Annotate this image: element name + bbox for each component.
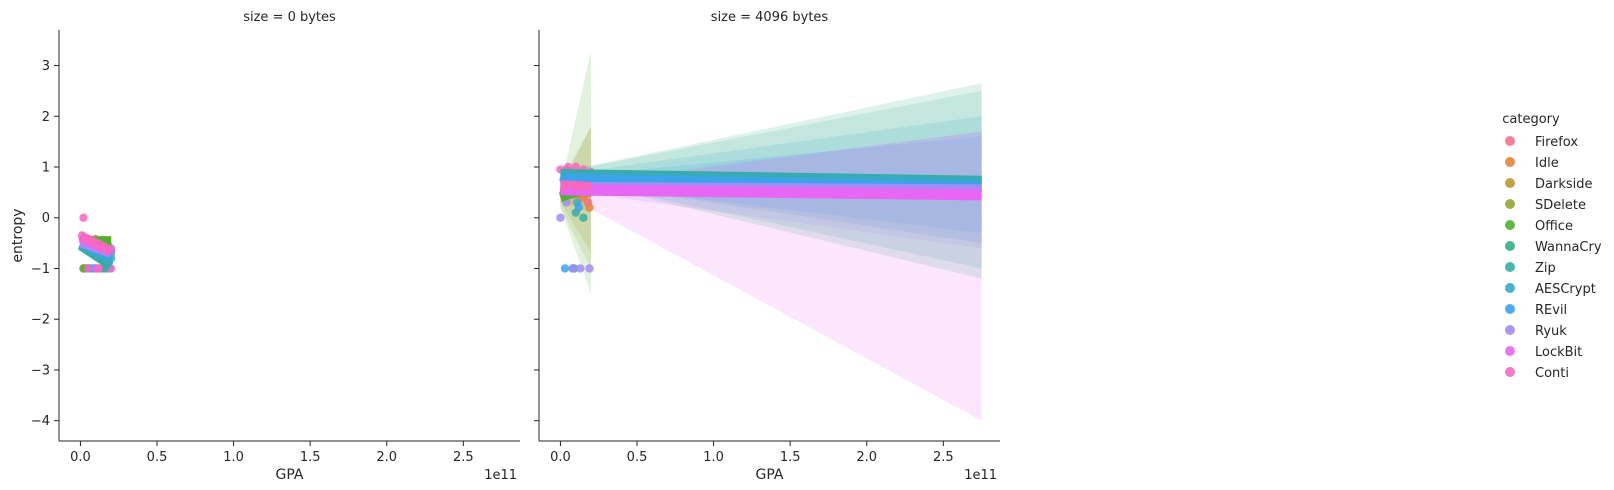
x-axis-label: GPA xyxy=(756,467,784,483)
panel-title: size = 4096 bytes xyxy=(711,10,829,25)
y-axis-label: entropy xyxy=(10,208,26,262)
legend-item-office: Office xyxy=(1505,219,1573,234)
data-point-ryuk xyxy=(568,264,577,273)
data-point-conti xyxy=(94,264,104,273)
data-point-ryuk xyxy=(576,264,585,273)
legend-marker-darkside xyxy=(1505,178,1515,188)
data-point-ryuk xyxy=(556,213,565,222)
legend-label: Conti xyxy=(1535,366,1569,381)
y-tick-label: −2 xyxy=(31,313,50,328)
legend-item-firefox: Firefox xyxy=(1505,135,1578,150)
x-tick-label: 1.0 xyxy=(223,450,244,465)
legend-marker-revil xyxy=(1505,304,1515,314)
legend-label: WannaCry xyxy=(1535,240,1602,255)
x-tick-label: 2.0 xyxy=(376,450,397,465)
confidence-bands xyxy=(560,50,982,421)
x-tick-label: 1.0 xyxy=(703,450,724,465)
legend-item-sdelete: SDelete xyxy=(1505,198,1586,213)
legend-item-zip: Zip xyxy=(1505,261,1556,276)
data-point-revil xyxy=(560,264,570,273)
legend-label: Darkside xyxy=(1535,177,1592,192)
regression-line-conti xyxy=(560,180,592,191)
legend: category Firefox Idle Darkside SDelete Office… xyxy=(1502,112,1602,381)
x-tick-label: 2.5 xyxy=(933,450,954,465)
legend-item-idle: Idle xyxy=(1505,156,1559,171)
legend-marker-lockbit xyxy=(1505,346,1515,356)
legend-label: Office xyxy=(1535,219,1573,234)
confidence-band-lockbit xyxy=(560,131,982,421)
legend-label: AESCrypt xyxy=(1535,282,1596,297)
x-offset-label: 1e11 xyxy=(484,468,517,483)
y-tick-label: 0 xyxy=(42,211,50,226)
x-tick-label: 0.5 xyxy=(627,450,648,465)
x-tick-label: 1.5 xyxy=(300,450,321,465)
panel-title: size = 0 bytes xyxy=(243,10,336,25)
data-point-idle xyxy=(585,203,594,212)
legend-item-ryuk: Ryuk xyxy=(1505,324,1567,339)
data-point-conti xyxy=(571,162,580,172)
legend-label: REvil xyxy=(1535,303,1567,318)
legend-label: Ryuk xyxy=(1535,324,1567,339)
legend-label: LockBit xyxy=(1535,345,1582,360)
legend-item-revil: REvil xyxy=(1505,303,1567,318)
legend-marker-aescrypt xyxy=(1505,283,1515,293)
facet-panel-0-bytes: size = 0 bytes 0.0 0.5 1.0 1.5 2.0 2.5 1e11 −4 −3… xyxy=(10,10,520,483)
regression-lines xyxy=(559,169,982,202)
legend-marker-idle xyxy=(1505,157,1515,167)
facet-panel-4096-bytes: size = 4096 bytes 0.0 0.5 1.0 1.5 2.0 2.5 1e11 G… xyxy=(534,10,1000,483)
x-tick-label: 0.0 xyxy=(550,450,571,465)
legend-marker-firefox xyxy=(1505,136,1515,146)
data-point-revil xyxy=(574,203,584,212)
data-point-conti xyxy=(563,162,573,172)
legend-label: Idle xyxy=(1535,156,1559,171)
legend-item-wannacry: WannaCry xyxy=(1505,240,1602,255)
legend-marker-sdelete xyxy=(1505,199,1515,209)
legend-marker-office xyxy=(1505,220,1515,230)
y-tick-label: 1 xyxy=(42,161,50,176)
regression-line-lockbit xyxy=(560,184,982,201)
x-tick-label: 1.5 xyxy=(780,450,801,465)
legend-item-darkside: Darkside xyxy=(1505,177,1592,192)
y-tick-label: 3 xyxy=(42,59,50,74)
x-offset-label: 1e11 xyxy=(964,468,997,483)
y-tick-label: −3 xyxy=(31,363,50,378)
x-tick-label: 0.0 xyxy=(70,450,91,465)
legend-title: category xyxy=(1502,112,1560,127)
legend-label: SDelete xyxy=(1535,198,1586,213)
x-tick-label: 2.0 xyxy=(856,450,877,465)
legend-item-aescrypt: AESCrypt xyxy=(1505,282,1596,297)
data-point-zip xyxy=(579,213,588,222)
legend-item-lockbit: LockBit xyxy=(1505,345,1582,360)
regression-line-conti xyxy=(78,231,114,255)
x-axis-label: GPA xyxy=(276,467,304,483)
legend-marker-zip xyxy=(1505,262,1515,272)
legend-marker-ryuk xyxy=(1505,325,1515,335)
data-point-ryuk xyxy=(585,264,594,273)
legend-marker-wannacry xyxy=(1505,241,1515,251)
legend-marker-conti xyxy=(1505,367,1515,377)
legend-label: Zip xyxy=(1535,261,1556,276)
regression-lines xyxy=(77,231,114,270)
data-point-conti xyxy=(79,213,88,222)
y-tick-label: 2 xyxy=(42,110,50,125)
x-tick-label: 2.5 xyxy=(453,450,474,465)
legend-label: Firefox xyxy=(1535,135,1578,150)
legend-item-conti: Conti xyxy=(1505,366,1569,381)
y-tick-label: −1 xyxy=(31,262,50,277)
y-tick-label: −4 xyxy=(31,414,50,429)
data-point-conti xyxy=(83,264,93,273)
x-tick-label: 0.5 xyxy=(147,450,168,465)
